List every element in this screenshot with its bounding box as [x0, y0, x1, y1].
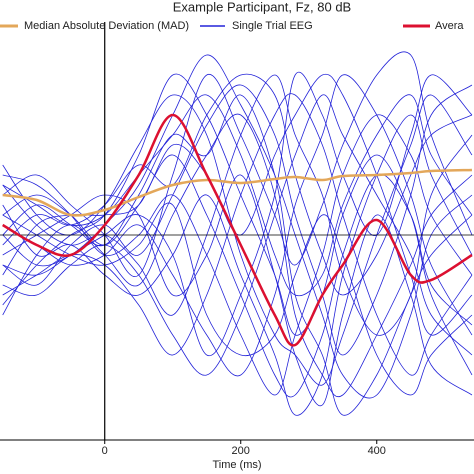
single-trial-line	[2, 114, 473, 416]
x-tick-label: 200	[232, 445, 250, 457]
x-tick-label: 400	[368, 445, 386, 457]
x-axis-label: Time (ms)	[212, 459, 261, 471]
legend-label: Median Absolute Deviation (MAD)	[24, 20, 189, 32]
single-trial-line	[2, 71, 473, 357]
single-trial-line	[2, 202, 473, 396]
single-trial-line	[2, 94, 473, 376]
single-trial-line	[2, 93, 473, 376]
single-trial-line	[2, 94, 473, 297]
legend-label: Single Trial EEG	[232, 20, 313, 32]
single-trial-line	[2, 73, 473, 296]
single-trial-line	[2, 174, 473, 407]
single-trial-line	[2, 154, 473, 398]
average-line	[2, 113, 473, 347]
single-trial-line	[2, 94, 473, 416]
x-tick-label: 0	[102, 445, 108, 457]
single-trial-line	[2, 94, 473, 386]
single-trial-line	[2, 114, 473, 396]
chart-title: Example Participant, Fz, 80 dB	[173, 0, 351, 14]
single-trial-line	[2, 73, 473, 376]
legend-label: Avera	[435, 20, 464, 32]
mad-line	[2, 168, 472, 217]
